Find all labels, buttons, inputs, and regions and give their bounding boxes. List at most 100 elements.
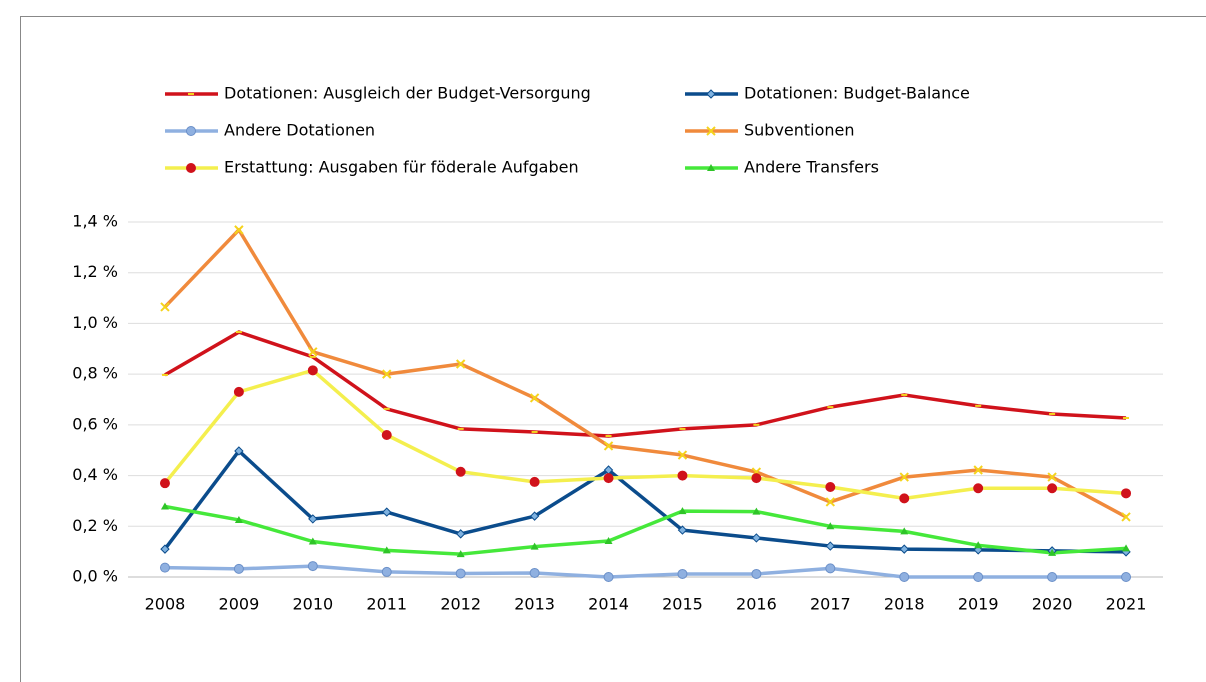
marker: [307, 365, 318, 376]
marker: [825, 497, 836, 507]
marker: [307, 561, 318, 572]
marker: [382, 546, 391, 554]
marker: [1047, 472, 1057, 482]
marker: [1047, 483, 1058, 494]
marker: [455, 359, 466, 369]
x-tick-label: 2014: [588, 595, 629, 614]
legend-marker: [706, 89, 716, 99]
marker: [529, 511, 540, 521]
marker: [825, 541, 836, 551]
y-tick-label: 0,8 %: [72, 364, 118, 383]
x-tick-label: 2010: [292, 595, 333, 614]
x-tick-label: 2021: [1106, 595, 1147, 614]
marker: [603, 473, 614, 484]
marker: [1121, 512, 1131, 522]
marker: [234, 225, 244, 235]
x-tick-label: 2017: [810, 595, 851, 614]
marker: [899, 472, 909, 482]
marker: [160, 544, 170, 554]
x-tick-label: 2012: [440, 595, 481, 614]
x-tick-label: 2018: [884, 595, 925, 614]
marker: [233, 386, 244, 397]
marker: [530, 542, 539, 550]
series-line: [163, 368, 1127, 501]
marker: [234, 515, 243, 523]
y-tick-label: 1,0 %: [72, 313, 118, 332]
marker: [825, 481, 836, 492]
marker: [752, 507, 761, 515]
marker: [160, 502, 169, 510]
legend-marker: [186, 126, 196, 136]
x-tick-label: 2019: [958, 595, 999, 614]
legend-label: Erstattung: Ausgaben für föderale Aufgab…: [224, 158, 579, 177]
marker: [751, 473, 762, 484]
marker: [1047, 572, 1058, 582]
series-line: [163, 228, 1127, 519]
series-line: [164, 330, 1127, 438]
x-tick-label: 2009: [219, 595, 260, 614]
marker: [973, 572, 984, 582]
marker: [677, 470, 688, 481]
y-tick-label: 0,2 %: [72, 516, 118, 535]
marker: [825, 563, 836, 574]
marker: [455, 529, 466, 539]
marker: [1122, 544, 1131, 552]
y-tick-label: 0,6 %: [72, 414, 118, 433]
y-tick-label: 1,2 %: [72, 262, 118, 281]
marker: [160, 302, 170, 312]
legend-label: Dotationen: Budget-Balance: [744, 84, 970, 103]
marker: [308, 537, 317, 545]
marker: [900, 527, 909, 535]
marker: [1121, 488, 1132, 499]
x-tick-label: 2011: [366, 595, 407, 614]
legend-label: Andere Transfers: [744, 158, 879, 177]
legend-label: Subventionen: [744, 121, 855, 140]
y-tick-label: 0,4 %: [72, 465, 118, 484]
marker: [529, 476, 540, 487]
marker: [826, 522, 835, 530]
x-tick-label: 2020: [1032, 595, 1073, 614]
marker: [899, 544, 909, 554]
legend-marker: [186, 163, 196, 173]
marker: [604, 536, 613, 544]
marker: [233, 563, 244, 574]
marker: [529, 567, 540, 578]
marker: [899, 493, 910, 504]
marker: [677, 525, 688, 535]
marker: [751, 568, 762, 579]
series-line: [164, 504, 1127, 556]
marker: [677, 450, 688, 460]
x-tick-label: 2015: [662, 595, 703, 614]
legend-label: Andere Dotationen: [224, 121, 375, 140]
marker: [455, 568, 466, 579]
series-line: [163, 449, 1127, 554]
marker: [382, 369, 392, 379]
legend-label: Dotationen: Ausgleich der Budget-Versorg…: [224, 84, 591, 103]
y-tick-label: 1,4 %: [72, 212, 118, 231]
marker: [382, 507, 392, 517]
marker: [529, 393, 540, 403]
marker: [1048, 548, 1057, 556]
marker: [234, 446, 244, 456]
marker: [899, 572, 910, 582]
x-tick-label: 2013: [514, 595, 555, 614]
marker: [159, 478, 170, 489]
marker: [456, 550, 465, 558]
marker: [973, 483, 984, 494]
marker: [308, 347, 318, 357]
marker: [308, 514, 318, 524]
marker: [159, 562, 170, 573]
marker: [455, 466, 466, 477]
marker: [974, 541, 983, 549]
series-line: [164, 564, 1127, 579]
marker: [677, 568, 688, 579]
marker: [751, 533, 762, 543]
y-tick-label: 0,0 %: [72, 567, 118, 586]
marker: [1121, 572, 1132, 582]
marker: [973, 465, 983, 475]
legend-marker: [707, 164, 715, 171]
marker: [381, 430, 392, 440]
x-tick-label: 2008: [145, 595, 186, 614]
